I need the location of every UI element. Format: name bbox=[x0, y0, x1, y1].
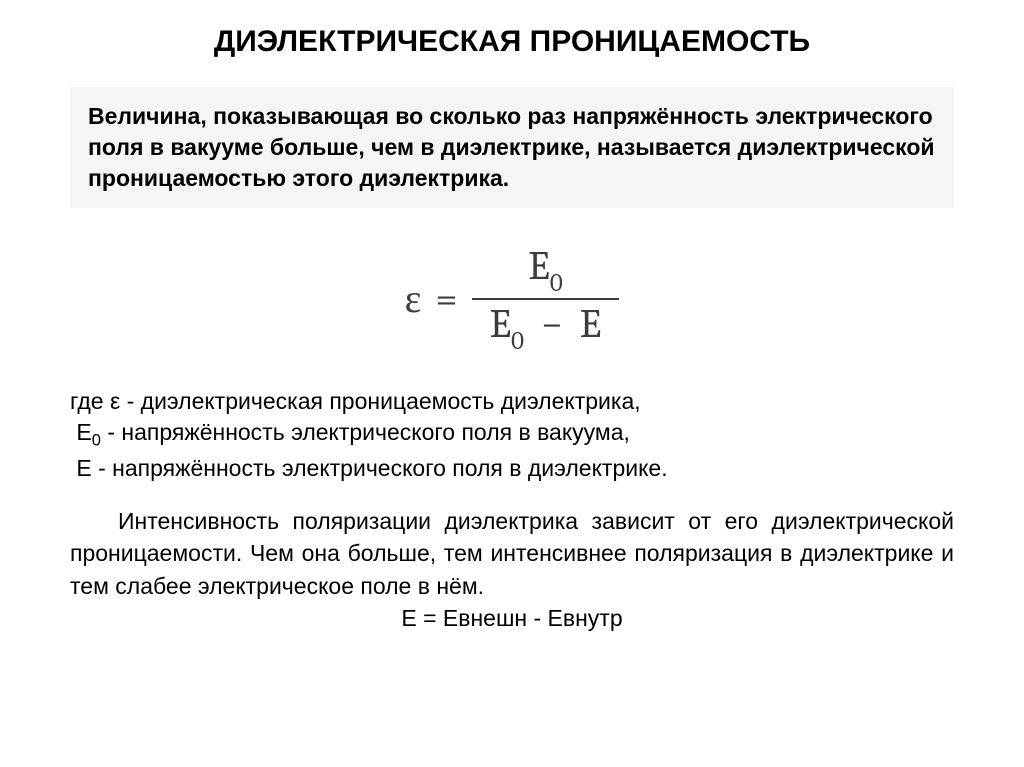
formula-epsilon: ε bbox=[405, 275, 422, 322]
e0-subscript: 0 bbox=[92, 431, 101, 450]
final-balance-formula: E = Eвнешн - Eвнутр bbox=[70, 605, 954, 632]
denom-minus: − bbox=[541, 301, 563, 347]
formula-equals: = bbox=[435, 276, 457, 322]
definition-box: Величина, показывающая во сколько раз на… bbox=[70, 87, 954, 208]
where-line-1: где ε - диэлектрическая проницаемость ди… bbox=[70, 386, 954, 418]
page-title: ДИЭЛЕКТРИЧЕСКАЯ ПРОНИЦАЕМОСТЬ bbox=[70, 25, 954, 59]
numerator-symbol: E bbox=[528, 243, 550, 289]
fraction-numerator: E0 bbox=[510, 246, 580, 298]
e0-symbol: E bbox=[76, 419, 91, 445]
slide-container: ДИЭЛЕКТРИЧЕСКАЯ ПРОНИЦАЕМОСТЬ Величина, … bbox=[0, 0, 1024, 662]
denom-left-symbol: E bbox=[490, 301, 512, 347]
denom-right-symbol: E bbox=[580, 301, 602, 347]
fraction-denominator: E0 − E bbox=[472, 298, 620, 352]
formula-block: ε = E0 E0 − E bbox=[70, 246, 954, 352]
where-line-3: E - напряжённость электрического поля в … bbox=[70, 453, 954, 485]
explanation-block: где ε - диэлектрическая проницаемость ди… bbox=[70, 386, 954, 485]
numerator-subscript: 0 bbox=[550, 270, 563, 298]
where-line-2: E0 - напряжённость электрического поля в… bbox=[70, 417, 954, 452]
main-formula: ε = E0 E0 − E bbox=[405, 246, 620, 352]
denom-left-subscript: 0 bbox=[511, 328, 524, 356]
where-line-3-text: E - напряжённость электрического поля в … bbox=[76, 455, 667, 481]
intensity-paragraph: Интенсивность поляризации диэлектрика за… bbox=[70, 505, 954, 603]
formula-fraction: E0 E0 − E bbox=[472, 246, 620, 352]
e0-rest: - напряжённость электрического поля в ва… bbox=[101, 419, 630, 445]
